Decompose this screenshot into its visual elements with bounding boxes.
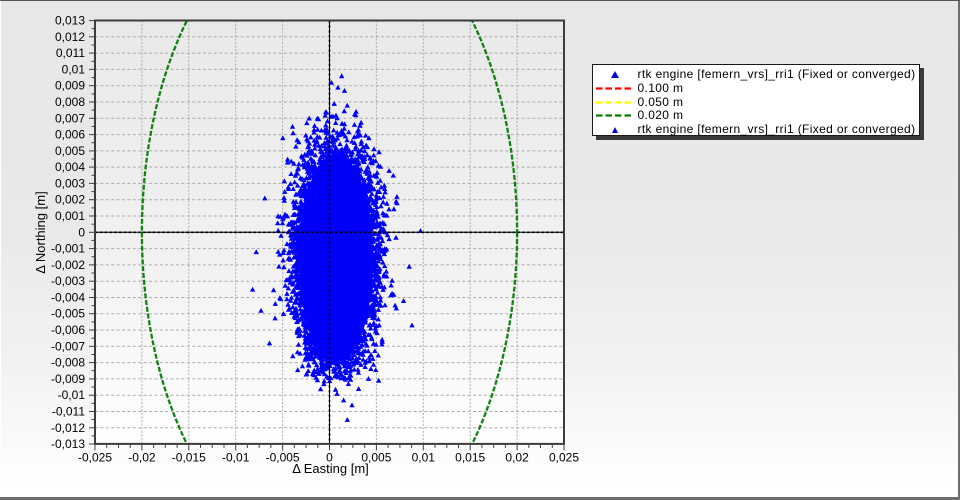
svg-text:-0,01: -0,01	[222, 451, 250, 465]
svg-text:0,005: 0,005	[55, 144, 85, 158]
svg-text:-0,009: -0,009	[51, 372, 85, 386]
svg-text:0,007: 0,007	[55, 111, 85, 125]
svg-text:-0,005: -0,005	[266, 451, 300, 465]
svg-text:0,013: 0,013	[55, 14, 85, 28]
svg-text:-0,013: -0,013	[51, 437, 85, 451]
svg-text:0,004: 0,004	[55, 160, 85, 174]
svg-text:0,012: 0,012	[55, 30, 85, 44]
svg-text:0,01: 0,01	[412, 451, 436, 465]
svg-text:0: 0	[78, 225, 85, 239]
svg-text:-0,011: -0,011	[52, 405, 85, 419]
svg-text:0,025: 0,025	[549, 451, 579, 465]
svg-text:-0,012: -0,012	[51, 421, 85, 435]
svg-text:-0,001: -0,001	[51, 242, 85, 256]
svg-text:-0,01: -0,01	[58, 388, 86, 402]
svg-text:-0,02: -0,02	[128, 451, 156, 465]
svg-text:0: 0	[326, 451, 333, 465]
svg-text:0,006: 0,006	[55, 128, 85, 142]
svg-text:0,015: 0,015	[455, 451, 485, 465]
svg-text:-0,025: -0,025	[78, 451, 112, 465]
svg-text:-0,008: -0,008	[51, 356, 85, 370]
svg-text:-0,005: -0,005	[51, 307, 85, 321]
svg-text:-0,004: -0,004	[51, 291, 85, 305]
svg-text:0,008: 0,008	[55, 95, 85, 109]
svg-text:0,02: 0,02	[505, 451, 529, 465]
svg-text:Δ Easting [m]: Δ Easting [m]	[292, 461, 369, 476]
svg-text:-0,007: -0,007	[51, 339, 85, 353]
svg-text:-0,015: -0,015	[172, 451, 206, 465]
svg-text:0,009: 0,009	[55, 79, 85, 93]
svg-text:0,005: 0,005	[361, 451, 391, 465]
svg-text:0,003: 0,003	[55, 176, 85, 190]
svg-text:0,001: 0,001	[55, 209, 85, 223]
svg-text:Δ Northing [m]: Δ Northing [m]	[33, 191, 48, 273]
svg-text:0,011: 0,011	[56, 46, 85, 60]
svg-text:0,002: 0,002	[55, 193, 85, 207]
svg-text:-0,002: -0,002	[51, 258, 85, 272]
svg-text:-0,003: -0,003	[51, 274, 85, 288]
svg-text:-0,006: -0,006	[51, 323, 85, 337]
svg-text:0,01: 0,01	[62, 62, 86, 76]
